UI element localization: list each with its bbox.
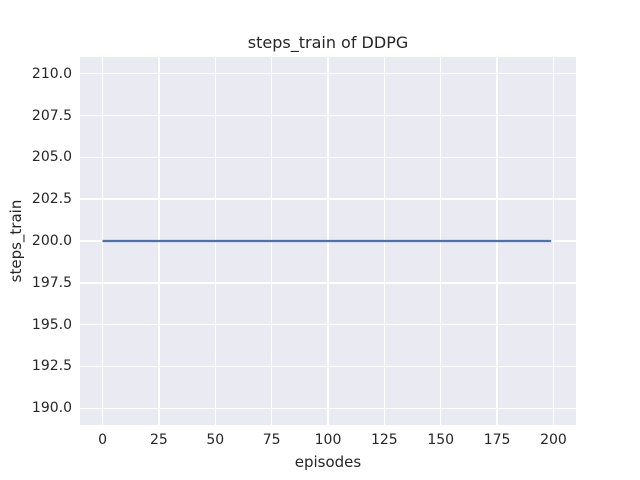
y-tick-label: 210.0 bbox=[31, 65, 72, 82]
y-tick-label: 207.5 bbox=[31, 107, 72, 124]
x-tick-label: 200 bbox=[540, 432, 567, 448]
x-tick-label: 175 bbox=[483, 432, 511, 448]
chart-title: steps_train of DDPG bbox=[247, 33, 409, 52]
x-tick-label: 150 bbox=[427, 432, 455, 448]
y-tick-label: 197.5 bbox=[31, 274, 72, 291]
x-tick-label: 0 bbox=[98, 432, 107, 448]
gridline-horizontal bbox=[80, 282, 576, 284]
gridline-horizontal bbox=[80, 114, 576, 117]
x-tick-label: 100 bbox=[314, 432, 342, 448]
gridline-horizontal bbox=[80, 407, 576, 410]
gridline-horizontal bbox=[80, 72, 576, 75]
gridline-horizontal bbox=[80, 156, 576, 159]
gridline-horizontal bbox=[80, 323, 576, 326]
x-tick-label: 25 bbox=[149, 432, 168, 448]
y-tick-label: 192.5 bbox=[31, 358, 72, 375]
gridline-horizontal bbox=[80, 365, 576, 368]
y-tick-label: 205.0 bbox=[31, 149, 72, 166]
y-tick-label: 195.0 bbox=[31, 316, 72, 333]
x-axis-label: episodes bbox=[294, 453, 362, 471]
y-tick-label: 190.0 bbox=[31, 400, 72, 417]
plot-area bbox=[80, 57, 576, 425]
gridline-horizontal bbox=[80, 198, 576, 200]
x-tick-label: 50 bbox=[206, 432, 225, 448]
data-line-svg bbox=[102, 239, 552, 243]
x-tick-label: 75 bbox=[262, 432, 281, 448]
y-tick-label: 200.0 bbox=[31, 233, 72, 249]
x-tick-label: 125 bbox=[370, 432, 398, 448]
y-tick-label: 202.5 bbox=[31, 191, 72, 208]
